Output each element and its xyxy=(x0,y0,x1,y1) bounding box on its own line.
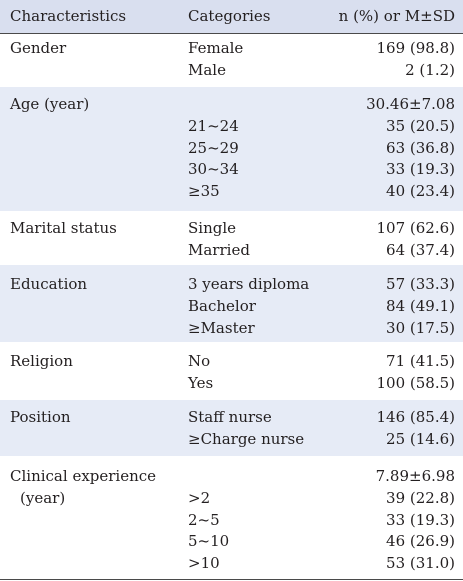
category-cell: 2~5 xyxy=(188,510,220,529)
header-characteristics: Characteristics xyxy=(10,7,127,25)
value-cell: 146 (85.4) xyxy=(376,408,455,426)
category-cell: >2 xyxy=(188,488,211,507)
value-cell: 100 (58.5) xyxy=(376,373,455,392)
row-group: Education 3 years diploma 57 (33.3) Bachelo… xyxy=(0,265,463,342)
category-cell: ≥35 xyxy=(188,182,220,201)
row-group: Marital status Single 107 (62.6) Married 64 … xyxy=(0,211,463,265)
row-group: Gender Female 169 (98.8) Male 2 (1.2) xyxy=(0,33,463,87)
category-cell: Male xyxy=(188,60,226,79)
value-cell: 39 (22.8) xyxy=(386,488,455,507)
value-cell: 46 (26.9) xyxy=(386,532,455,551)
characteristic-label: Clinical experience xyxy=(10,467,157,485)
characteristic-label: Position xyxy=(10,408,71,426)
value-cell: 33 (19.3) xyxy=(386,160,455,179)
characteristic-label: Education xyxy=(10,275,88,293)
category-cell: Female xyxy=(188,39,244,57)
value-cell: 30.46±7.08 xyxy=(366,95,455,113)
value-cell: 64 (37.4) xyxy=(386,240,455,259)
value-cell: 71 (41.5) xyxy=(386,352,455,370)
value-cell: 2 (1.2) xyxy=(405,60,455,79)
characteristic-label: Religion xyxy=(10,352,73,370)
value-cell: 33 (19.3) xyxy=(386,510,455,529)
header-value: n (%) or M±SD xyxy=(338,7,455,25)
category-cell: 21~24 xyxy=(188,116,239,135)
characteristic-label-continued: (year) xyxy=(20,488,66,507)
value-cell: 30 (17.5) xyxy=(386,318,455,337)
category-cell: 3 years diploma xyxy=(188,275,310,293)
characteristic-label: Marital status xyxy=(10,219,117,237)
header-categories: Categories xyxy=(188,7,271,25)
category-cell: Single xyxy=(188,219,237,237)
characteristic-label: Age (year) xyxy=(10,95,90,113)
value-cell: 107 (62.6) xyxy=(376,219,455,237)
value-cell: 40 (23.4) xyxy=(386,182,455,201)
row-group: Age (year) 30.46±7.08 21~24 35 (20.5) 25~29 6… xyxy=(0,87,463,211)
row-group: Position Staff nurse 146 (85.4) ≥Charge nur… xyxy=(0,400,463,456)
category-cell: Yes xyxy=(188,373,214,392)
table-header: Characteristics Categories n (%) or M±SD xyxy=(0,0,463,34)
category-cell: ≥Master xyxy=(188,318,255,337)
value-cell: 53 (31.0) xyxy=(386,554,455,573)
category-cell: >10 xyxy=(188,554,220,573)
value-cell: 7.89±6.98 xyxy=(375,467,455,485)
category-cell: 25~29 xyxy=(188,138,239,157)
row-group: Religion No 71 (41.5) Yes 100 (58.5) xyxy=(0,342,463,400)
category-cell: No xyxy=(188,352,211,370)
value-cell: 57 (33.3) xyxy=(386,275,455,293)
category-cell: 5~10 xyxy=(188,532,230,551)
category-cell: 30~34 xyxy=(188,160,239,179)
category-cell: ≥Charge nurse xyxy=(188,429,305,448)
characteristic-label: Gender xyxy=(10,39,67,57)
category-cell: Married xyxy=(188,240,250,259)
table-bottom-rule xyxy=(0,579,463,580)
value-cell: 25 (14.6) xyxy=(386,429,455,448)
value-cell: 35 (20.5) xyxy=(386,116,455,135)
category-cell: Bachelor xyxy=(188,296,256,315)
row-group: Clinical experience (year) 7.89±6.98 >2 39 (… xyxy=(0,456,463,579)
value-cell: 84 (49.1) xyxy=(386,296,455,315)
value-cell: 63 (36.8) xyxy=(386,138,455,157)
value-cell: 169 (98.8) xyxy=(376,39,455,57)
category-cell: Staff nurse xyxy=(188,408,272,426)
